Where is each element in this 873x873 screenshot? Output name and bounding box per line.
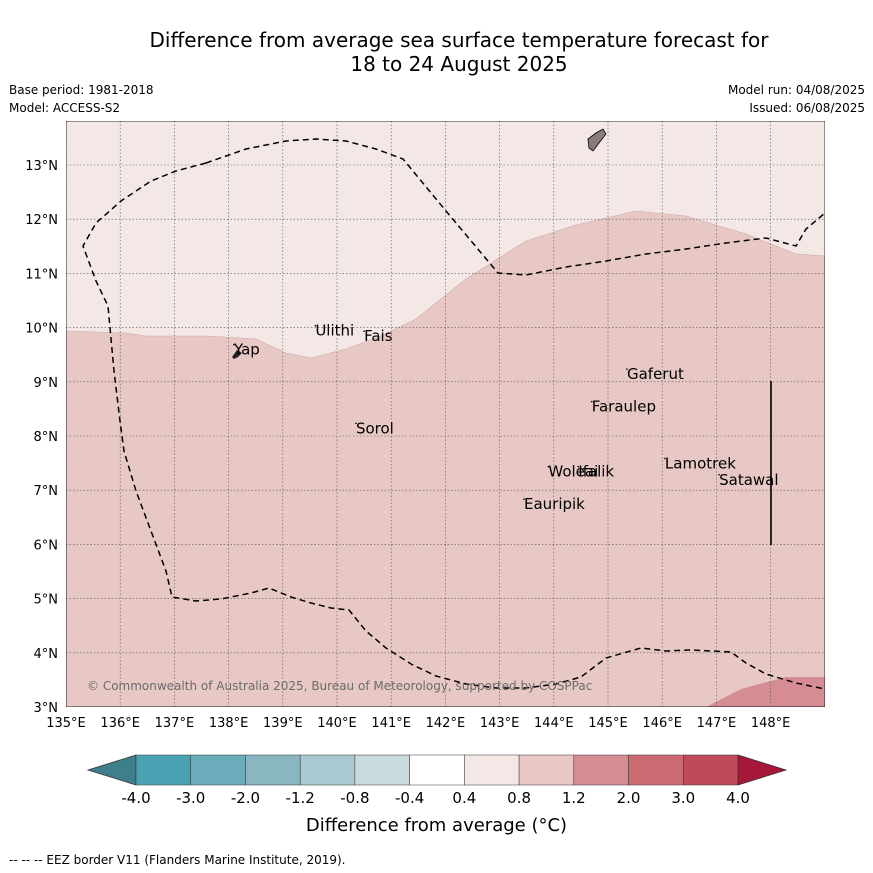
anomaly-band-0.8-1.2 <box>66 210 825 707</box>
island-marker <box>577 465 579 468</box>
latitude-tick-label: 3°N <box>34 701 59 716</box>
longitude-tick-label: 143°E <box>480 716 520 731</box>
place-label: Satawal <box>719 471 778 489</box>
colorbar-tick-label: -0.4 <box>395 789 424 807</box>
longitude-tick-label: 146°E <box>642 716 682 731</box>
graticule <box>66 121 825 707</box>
model-run: Model run: 04/08/2025 <box>727 83 865 97</box>
colorbar-tick-label: 0.4 <box>452 789 476 807</box>
anomaly-band-1.2-2.0 <box>706 677 825 707</box>
colorbar-cell <box>135 754 191 786</box>
longitude-tick-label: 137°E <box>155 716 195 731</box>
place-label: Ifalik <box>578 463 614 481</box>
place-label: Woleai <box>548 463 598 481</box>
place-label: Eauripik <box>524 495 585 513</box>
longitude-tick-label: 140°E <box>317 716 357 731</box>
longitude-tick-label: 138°E <box>209 716 249 731</box>
island-marker <box>523 498 525 500</box>
latitude-tick-label: 4°N <box>34 647 59 662</box>
colorbar-tick-label: 4.0 <box>726 789 750 807</box>
title-line-2: 18 to 24 August 2025 <box>350 52 568 76</box>
colorbar-label: Difference from average (°C) <box>305 815 568 836</box>
place-label: Faraulep <box>592 398 656 416</box>
colorbar-cell <box>245 754 301 786</box>
issued-date: Issued: 06/08/2025 <box>749 101 865 115</box>
colorbar-tick-label: -4.0 <box>121 789 150 807</box>
latitude-tick-label: 12°N <box>25 213 58 228</box>
map-panel: Ulithi Fais Yap Gaferut Faraulep Sorol Woleai I… <box>66 121 825 707</box>
eez-footnote: -- -- -- EEZ border V11 (Flanders Marine… <box>9 853 346 867</box>
map-svg: Ulithi Fais Yap Gaferut Faraulep Sorol WoleaiI… <box>66 121 825 707</box>
colorbar-cells <box>86 754 788 786</box>
colorbar: -4.0 -3.0 -2.0 -1.2 -0.8 -0.4 0.4 0.8 1.2 2.0 3.0 4… <box>86 754 788 807</box>
longitude-tick-label: 147°E <box>697 716 737 731</box>
latitude-tick-label: 11°N <box>25 267 58 282</box>
place-label: Ulithi <box>315 322 354 340</box>
colorbar-cell <box>354 754 410 786</box>
latitude-tick-label: 10°N <box>25 322 58 337</box>
meta-right: Model run: 04/08/2025 Issued: 06/08/2025 <box>728 81 865 117</box>
meta-left: Base period: 1981-2018 Model: ACCESS-S2 <box>9 81 154 117</box>
island-marker <box>233 343 235 346</box>
colorbar-cell <box>464 754 520 786</box>
yap-island <box>232 350 242 359</box>
latitude-ticks: 3°N 4°N 5°N 6°N 7°N 8°N 9°N 10°N 11°N 12°N 13°N <box>25 159 58 716</box>
latitude-tick-label: 13°N <box>25 159 58 174</box>
longitude-tick-label: 145°E <box>588 716 628 731</box>
latitude-tick-label: 6°N <box>34 538 59 553</box>
island-marker <box>626 368 628 370</box>
island-marker <box>355 422 357 425</box>
colorbar-extend-high <box>737 754 788 786</box>
colorbar-extend-low <box>86 754 137 786</box>
colorbar-tick-label: -2.0 <box>231 789 260 807</box>
place-label: Lamotrek <box>665 455 736 473</box>
colorbar-cell <box>628 754 684 786</box>
island-marker <box>314 324 317 327</box>
colorbar-tick-label: -3.0 <box>176 789 205 807</box>
colorbar-tick-label: 2.0 <box>617 789 641 807</box>
colorbar-cell <box>190 754 246 786</box>
island-marker <box>363 330 365 332</box>
island-marker <box>590 400 593 403</box>
latitude-tick-label: 8°N <box>34 430 59 445</box>
colorbar-tick-label: -0.8 <box>340 789 369 807</box>
colorbar-cell <box>299 754 356 786</box>
colorbar-cell <box>409 754 465 786</box>
island-marker <box>664 457 666 460</box>
guam-island <box>587 128 607 152</box>
place-label: Sorol <box>356 419 394 437</box>
copyright-notice: © Commonwealth of Australia 2025, Bureau… <box>87 679 592 693</box>
latitude-tick-label: 7°N <box>34 484 59 499</box>
colorbar-tick-label: 0.8 <box>507 789 531 807</box>
latitude-tick-label: 5°N <box>34 593 59 608</box>
model-name: Model: ACCESS-S2 <box>9 101 121 115</box>
colorbar-cell <box>573 754 629 786</box>
island-marker <box>547 465 550 468</box>
longitude-tick-label: 142°E <box>426 716 466 731</box>
longitude-tick-label: 144°E <box>534 716 574 731</box>
eez-border-line <box>205 138 825 276</box>
colorbar-tick-label: 3.0 <box>671 789 695 807</box>
title-line-1: Difference from average sea surface temp… <box>149 28 769 52</box>
place-label: Gaferut <box>627 365 684 383</box>
latitude-tick-label: 9°N <box>34 376 59 391</box>
longitude-tick-label: 141°E <box>371 716 411 731</box>
longitude-ticks: 135°E 136°E 137°E 138°E 139°E 140°E 141°E 142°E… <box>46 716 790 731</box>
longitude-tick-label: 136°E <box>100 716 140 731</box>
longitude-tick-label: 135°E <box>46 716 86 731</box>
longitude-tick-label: 148°E <box>751 716 791 731</box>
colorbar-cell <box>683 754 739 786</box>
eez-border-line-west <box>82 162 825 690</box>
place-labels: Ulithi Fais Yap Gaferut Faraulep Sorol WoleaiI… <box>233 322 779 513</box>
colorbar-ticks: -4.0 -3.0 -2.0 -1.2 -0.8 -0.4 0.4 0.8 1.2 2.0 3.0 4… <box>121 789 750 807</box>
base-period: Base period: 1981-2018 <box>9 83 154 97</box>
colorbar-tick-label: -1.2 <box>286 789 315 807</box>
place-label: Yap <box>233 341 260 359</box>
longitude-tick-label: 139°E <box>263 716 303 731</box>
place-label: Fais <box>364 327 393 345</box>
island-marker <box>718 473 720 476</box>
chart-title: Difference from average sea surface temp… <box>0 28 873 76</box>
colorbar-cell <box>518 754 575 786</box>
colorbar-tick-label: 1.2 <box>562 789 586 807</box>
